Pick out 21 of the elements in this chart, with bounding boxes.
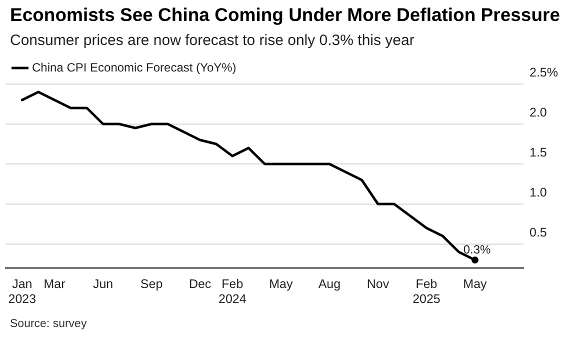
chart-title: Economists See China Coming Under More Deflation Pressure	[10, 4, 560, 26]
x-tick-label: Nov	[366, 276, 390, 291]
y-tick-label: 0.5	[530, 225, 547, 240]
x-tick-label: Aug	[318, 276, 341, 291]
x-tick-label: Dec	[188, 276, 212, 291]
x-tick-label: Jun	[92, 276, 114, 291]
x-tick-label: Feb 2025	[412, 276, 440, 306]
annotation: 0.3%	[463, 242, 491, 256]
x-tick-label: May	[269, 276, 294, 291]
source-note: Source: survey	[10, 318, 87, 330]
x-tick-label: May	[463, 276, 488, 291]
x-tick-label: Feb 2024	[218, 276, 246, 306]
y-tick-label: 1.5	[530, 145, 547, 160]
chart-subtitle: Consumer prices are now forecast to rise only 0.3% this year	[10, 32, 414, 49]
y-tick-label: 1.0	[530, 185, 547, 200]
legend-label: China CPI Economic Forecast (YoY%)	[32, 60, 236, 74]
y-tick-label: 2.5%	[530, 65, 558, 80]
y-tick-label: 2.0	[530, 105, 547, 120]
x-tick-label: Sep	[140, 276, 163, 291]
x-tick-label: Jan 2023	[8, 276, 36, 306]
x-tick-label: Mar	[44, 276, 66, 291]
